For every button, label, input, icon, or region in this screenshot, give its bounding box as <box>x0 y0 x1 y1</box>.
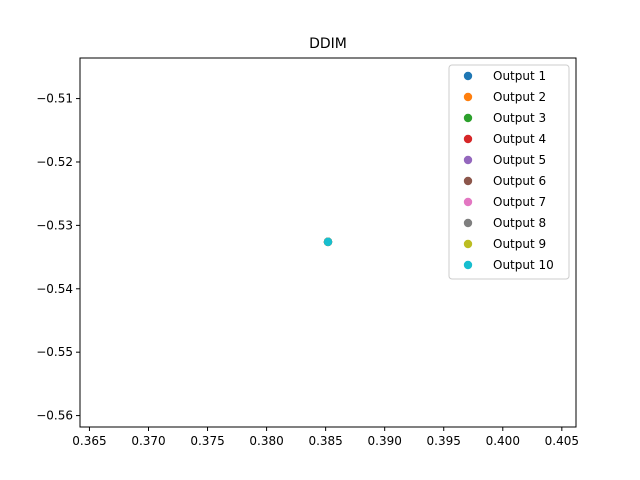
y-tick-label: −0.56 <box>36 409 73 423</box>
legend-label: Output 1 <box>493 69 546 83</box>
legend-marker <box>463 71 473 81</box>
legend-marker <box>463 176 473 186</box>
legend-marker <box>463 218 473 228</box>
legend-label: Output 4 <box>493 132 546 146</box>
legend-marker <box>463 197 473 207</box>
legend-marker <box>463 113 473 123</box>
legend-marker <box>463 92 473 102</box>
data-point-output-10 <box>323 237 333 247</box>
legend-label: Output 3 <box>493 111 546 125</box>
data-points <box>323 237 333 247</box>
y-tick-label: −0.55 <box>36 345 73 359</box>
plot-frame <box>79 57 577 428</box>
chart-title: DDIM <box>309 36 347 52</box>
x-tick-label: 0.365 <box>72 434 106 448</box>
legend-marker <box>463 239 473 249</box>
x-tick-label: 0.385 <box>308 434 342 448</box>
x-tick-label: 0.405 <box>545 434 579 448</box>
legend-marker <box>463 134 473 144</box>
legend-label: Output 8 <box>493 216 546 230</box>
y-tick-label: −0.52 <box>36 155 73 169</box>
x-tick-label: 0.395 <box>427 434 461 448</box>
legend-marker <box>463 155 473 165</box>
legend-label: Output 5 <box>493 153 546 167</box>
y-tick-label: −0.51 <box>36 92 73 106</box>
legend-label: Output 2 <box>493 90 546 104</box>
legend-marker <box>463 260 473 270</box>
x-axis: 0.365 0.370 0.375 0.380 0.385 0.390 0.395 0.400… <box>72 427 579 448</box>
legend-label: Output 10 <box>493 258 554 272</box>
x-tick-label: 0.400 <box>486 434 520 448</box>
x-tick-label: 0.390 <box>368 434 402 448</box>
x-tick-label: 0.375 <box>190 434 224 448</box>
x-tick-label: 0.380 <box>249 434 283 448</box>
legend-label: Output 9 <box>493 237 546 251</box>
legend-label: Output 6 <box>493 174 546 188</box>
y-tick-label: −0.53 <box>36 218 73 232</box>
y-tick-label: −0.54 <box>36 282 73 296</box>
legend: Output 1 Output 2 Output 3 Output 4 Output 5… <box>448 64 570 280</box>
legend-frame <box>448 64 570 280</box>
y-axis: −0.51 −0.52 −0.53 −0.54 −0.55 −0.56 <box>36 92 80 423</box>
x-tick-label: 0.370 <box>131 434 165 448</box>
legend-label: Output 7 <box>493 195 546 209</box>
